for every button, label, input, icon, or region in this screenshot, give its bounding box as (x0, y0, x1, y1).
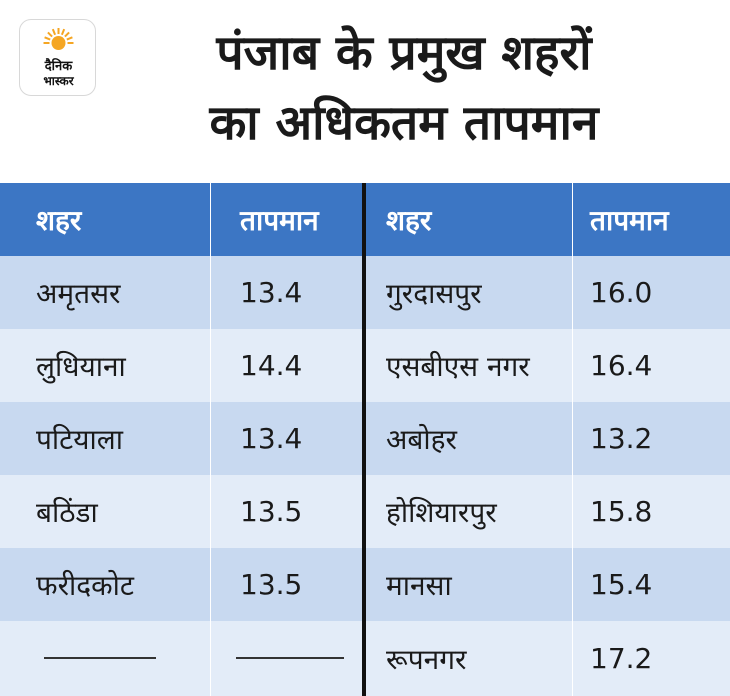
column-header-temp-right: तापमान (590, 203, 669, 237)
city-cell: बठिंडा (36, 495, 98, 529)
temperature-cell: 13.2 (590, 422, 653, 455)
column-header-city-left: शहर (36, 203, 82, 237)
column-divider (572, 183, 573, 696)
logo-text-bhaskar: भास्कर (43, 74, 74, 88)
title-line-2: का अधिकतम तापमान (209, 95, 599, 151)
empty-cell-dash (44, 657, 156, 659)
city-cell: एसबीएस नगर (386, 349, 530, 383)
city-cell: फरीदकोट (36, 568, 135, 602)
temperature-cell: 17.2 (590, 642, 653, 675)
center-divider (362, 183, 366, 696)
temperature-cell: 16.4 (590, 349, 653, 382)
page-title: पंजाब के प्रमुख शहरों का अधिकतम तापमान (104, 18, 704, 158)
temperature-cell: 13.4 (240, 422, 303, 455)
temperature-cell: 14.4 (240, 349, 303, 382)
column-header-city-right: शहर (386, 203, 432, 237)
column-header-temp-left: तापमान (240, 203, 319, 237)
temperature-cell: 13.5 (240, 568, 303, 601)
temperature-cell: 13.4 (240, 276, 303, 309)
empty-cell-dash (236, 657, 344, 659)
temperature-cell: 15.8 (590, 495, 653, 528)
city-cell: अमृतसर (36, 276, 121, 310)
column-divider (210, 183, 211, 696)
city-cell: पटियाला (36, 422, 123, 456)
logo-text-dainik: दैनिक (44, 59, 73, 74)
temperature-cell: 16.0 (590, 276, 653, 309)
dainik-bhaskar-logo: दैनिक भास्कर (19, 19, 96, 96)
city-cell: रूपनगर (386, 642, 467, 676)
sun-icon (43, 28, 74, 50)
title-line-1: पंजाब के प्रमुख शहरों (216, 25, 592, 81)
city-cell: गुरदासपुर (386, 276, 482, 310)
city-cell: अबोहर (386, 422, 457, 456)
temperature-cell: 15.4 (590, 568, 653, 601)
city-cell: मानसा (386, 568, 452, 602)
city-cell: लुधियाना (36, 349, 126, 383)
temperature-cell: 13.5 (240, 495, 303, 528)
temperature-table: शहर तापमान शहर तापमान अमृतसर 13.4 गुरदास… (0, 183, 730, 696)
city-cell: होशियारपुर (386, 495, 497, 529)
header: दैनिक भास्कर पंजाब के प्रमुख शहरों का अध… (0, 0, 730, 183)
